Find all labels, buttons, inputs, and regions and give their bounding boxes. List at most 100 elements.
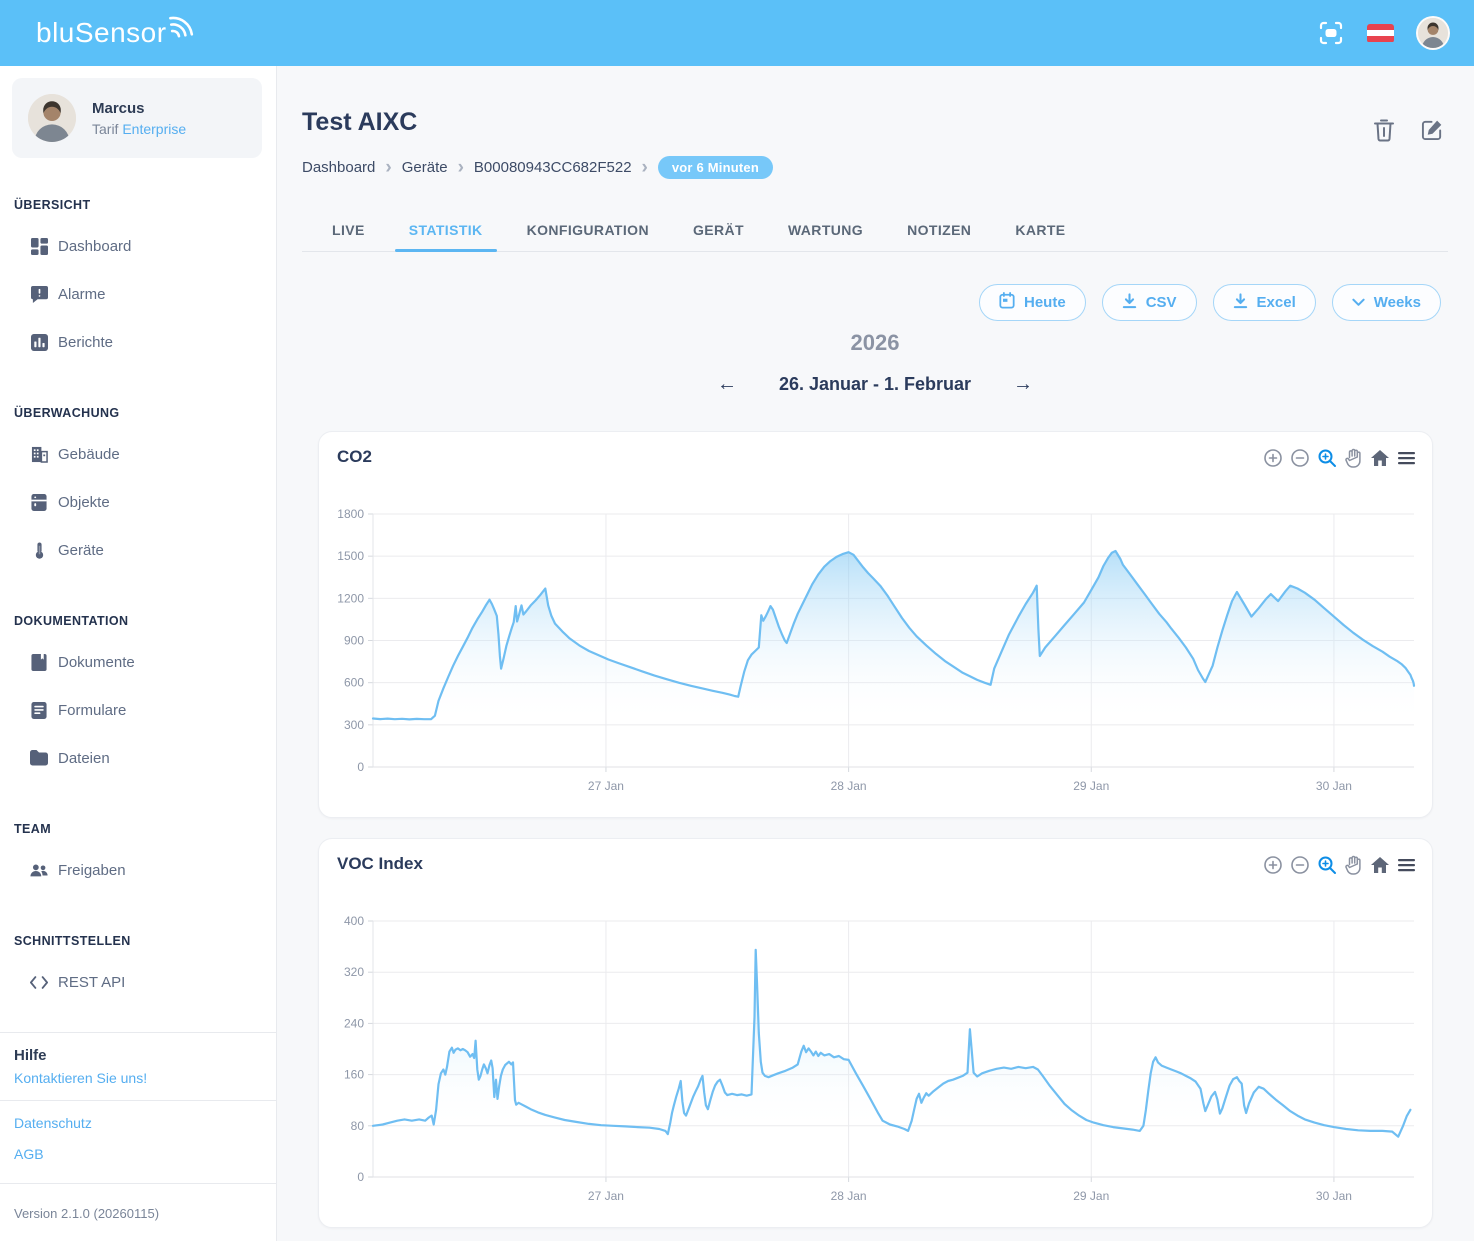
help-title: Hilfe xyxy=(14,1047,47,1064)
next-week-arrow[interactable]: → xyxy=(1013,373,1034,395)
austria-flag-icon[interactable] xyxy=(1367,23,1394,43)
sidebar: Marcus Tarif Enterprise ÜBERSICHT Dashbo… xyxy=(0,66,277,1241)
user-tarif: Tarif Enterprise xyxy=(92,120,187,137)
user-name: Marcus xyxy=(92,99,145,117)
svg-text:30 Jan: 30 Jan xyxy=(1316,779,1352,793)
heute-button[interactable]: Heute xyxy=(979,284,1086,321)
breadcrumb-dashboard[interactable]: Dashboard xyxy=(302,159,376,176)
svg-text:29 Jan: 29 Jan xyxy=(1073,1189,1109,1203)
edit-icon[interactable] xyxy=(1421,118,1444,147)
menu-icon[interactable] xyxy=(1397,857,1416,873)
weeks-dropdown[interactable]: Weeks xyxy=(1331,284,1441,321)
tab-karte[interactable]: KARTE xyxy=(1015,221,1066,238)
sidebar-item-objekte[interactable]: Objekte xyxy=(0,478,276,526)
sidebar-item-gebaeude[interactable]: Gebäude xyxy=(0,430,276,478)
contact-link[interactable]: Kontaktieren Sie uns! xyxy=(14,1070,148,1086)
svg-text:900: 900 xyxy=(344,634,364,648)
svg-text:320: 320 xyxy=(344,965,364,979)
legal-block: Datenschutz AGB xyxy=(0,1100,276,1177)
zoom-out-icon[interactable] xyxy=(1290,448,1310,468)
sidebar-item-geraete[interactable]: Geräte xyxy=(0,526,276,574)
delete-icon[interactable] xyxy=(1373,118,1395,147)
sidebar-item-berichte[interactable]: Berichte xyxy=(0,318,276,366)
svg-text:30 Jan: 30 Jan xyxy=(1316,1189,1352,1203)
tab-notizen[interactable]: NOTIZEN xyxy=(907,221,972,238)
brand-logo[interactable]: bluSensor xyxy=(36,13,199,53)
scan-frame-icon[interactable] xyxy=(1317,19,1345,47)
svg-text:240: 240 xyxy=(344,1016,364,1030)
voc-chart[interactable]: 0 80 160 240 320 400 27 Jan 28 Jan 29 Jan 30 Jan xyxy=(327,895,1424,1219)
selection-zoom-icon[interactable] xyxy=(1317,448,1337,468)
user-card[interactable]: Marcus Tarif Enterprise xyxy=(12,78,262,158)
tarif-plan: Enterprise xyxy=(122,120,187,137)
page-title: Test AIXC xyxy=(302,108,418,136)
tab-bar: LIVE STATISTIK KONFIGURATION GERÄT WARTU… xyxy=(302,208,1448,252)
agb-link[interactable]: AGB xyxy=(14,1146,44,1162)
zoom-in-icon[interactable] xyxy=(1263,855,1283,875)
co2-chart[interactable]: 0 300 600 900 1200 1500 1800 27 Jan 28 Jan 29 Jan… xyxy=(327,488,1424,809)
svg-text:28 Jan: 28 Jan xyxy=(831,1189,867,1203)
nav-label: Dashboard xyxy=(58,237,132,255)
sidebar-item-rest-api[interactable]: REST API xyxy=(0,958,276,1006)
pan-hand-icon[interactable] xyxy=(1344,855,1363,875)
tab-konfiguration[interactable]: KONFIGURATION xyxy=(526,221,649,238)
datenschutz-link[interactable]: Datenschutz xyxy=(14,1115,92,1131)
tab-statistik[interactable]: STATISTIK xyxy=(394,208,497,252)
sidebar-item-dashboard[interactable]: Dashboard xyxy=(0,222,276,270)
nav-label: Geräte xyxy=(58,541,104,559)
user-avatar[interactable] xyxy=(1416,16,1450,50)
sidebar-item-alarme[interactable]: Alarme xyxy=(0,270,276,318)
sidebar-item-freigaben[interactable]: Freigaben xyxy=(0,846,276,894)
tab-wartung[interactable]: WARTUNG xyxy=(787,221,864,238)
co2-chart-card: CO2 0 300 600 900 1200 1500 1800 27 Jan 28 Jan 29… xyxy=(318,431,1433,818)
excel-button[interactable]: Excel xyxy=(1212,284,1316,321)
topbar: bluSensor xyxy=(0,0,1474,66)
code-icon xyxy=(30,973,48,991)
zoom-in-icon[interactable] xyxy=(1263,448,1283,468)
breadcrumb-geraete[interactable]: Geräte xyxy=(401,159,448,176)
section-title-schnittstellen: SCHNITTSTELLEN xyxy=(14,934,131,948)
svg-text:600: 600 xyxy=(344,676,364,690)
alarm-icon xyxy=(30,285,48,303)
section-title-uebersicht: ÜBERSICHT xyxy=(14,198,91,212)
download-icon xyxy=(1233,292,1248,313)
sidebar-item-formulare[interactable]: Formulare xyxy=(0,686,276,734)
sidebar-item-dokumente[interactable]: Dokumente xyxy=(0,638,276,686)
svg-text:160: 160 xyxy=(344,1068,364,1082)
breadcrumb-device-id[interactable]: B00080943CC682F522 xyxy=(473,159,632,176)
reset-home-icon[interactable] xyxy=(1370,855,1390,875)
chart-toolbar xyxy=(1263,855,1416,875)
svg-text:28 Jan: 28 Jan xyxy=(831,779,867,793)
report-icon xyxy=(30,333,48,351)
sidebar-item-dateien[interactable]: Dateien xyxy=(0,734,276,782)
people-icon xyxy=(30,861,48,879)
chevron-down-icon xyxy=(1352,294,1365,311)
svg-text:27 Jan: 27 Jan xyxy=(588,1189,624,1203)
chevron-right-icon: › xyxy=(385,156,392,178)
zoom-out-icon[interactable] xyxy=(1290,855,1310,875)
document-icon xyxy=(30,653,48,671)
thermometer-icon xyxy=(30,541,48,559)
svg-text:1800: 1800 xyxy=(337,507,364,521)
menu-icon[interactable] xyxy=(1397,450,1416,466)
nav-label: Formulare xyxy=(58,701,127,719)
tab-live[interactable]: LIVE xyxy=(332,221,365,238)
chevron-right-icon: › xyxy=(457,156,464,178)
selection-zoom-icon[interactable] xyxy=(1317,855,1337,875)
nav-label: Objekte xyxy=(58,493,110,511)
prev-week-arrow[interactable]: ← xyxy=(716,373,737,395)
section-title-dokumentation: DOKUMENTATION xyxy=(14,614,129,628)
svg-text:27 Jan: 27 Jan xyxy=(588,779,624,793)
svg-text:29 Jan: 29 Jan xyxy=(1073,779,1109,793)
reset-home-icon[interactable] xyxy=(1370,448,1390,468)
svg-text:300: 300 xyxy=(344,718,364,732)
csv-button[interactable]: CSV xyxy=(1101,284,1197,321)
svg-text:1200: 1200 xyxy=(337,591,364,605)
svg-text:400: 400 xyxy=(344,914,364,928)
folder-icon xyxy=(30,749,48,767)
nav-label: Dateien xyxy=(58,749,110,767)
version-label: Version 2.1.0 (20260115) xyxy=(0,1183,276,1221)
pan-hand-icon[interactable] xyxy=(1344,448,1363,468)
tab-geraet[interactable]: GERÄT xyxy=(692,221,744,238)
chart-title-voc: VOC Index xyxy=(337,854,423,873)
